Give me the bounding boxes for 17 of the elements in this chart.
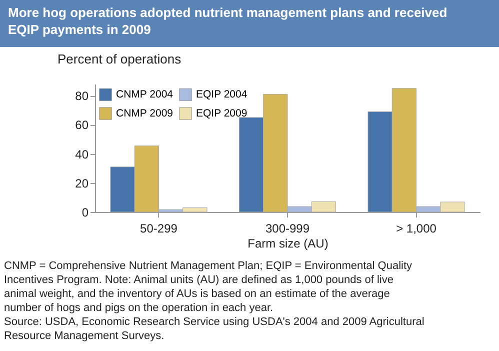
text: CNMP = Comprehensive Nutrient Management Plan; EQIP = Environmental Quality Incentives Program. Note: Animal units (AU) are defined as 1,000 pounds of live animal weight, and the inventory of AUs is based on an estimate of the average number of hogs and pigs on the operation in each year. — [4, 260, 413, 314]
source-note: Source: USDA, Economic Research Service using USDA's 2004 and 2009 Agricultural Resource Management Surveys. — [4, 316, 424, 342]
legend-label: CNMP 2004 — [116, 88, 174, 101]
legend-label: CNMP 2009 — [116, 108, 174, 120]
y-tick-label: 60 — [75, 118, 89, 132]
legend-label: EQIP 2009 — [196, 108, 248, 120]
y-tick-label: 40 — [75, 147, 89, 162]
y-tick-label: 0 — [82, 206, 89, 220]
y-tick-label: 20 — [75, 176, 89, 190]
chart-title: More hog operations adopted nutrient management plans and received EQIP payments in 2009 — [8, 5, 448, 37]
x-tick-label: 50-299 — [140, 222, 178, 236]
legend-label: EQIP 2004 — [196, 88, 248, 101]
x-tick-label: > 1,000 — [396, 222, 437, 236]
x-tick-label: 300-999 — [265, 222, 310, 236]
y-tick-label: 80 — [75, 89, 89, 104]
y-axis-title: Percent of operations — [58, 52, 182, 66]
x-axis-title: Farm size (AU) — [248, 236, 328, 250]
